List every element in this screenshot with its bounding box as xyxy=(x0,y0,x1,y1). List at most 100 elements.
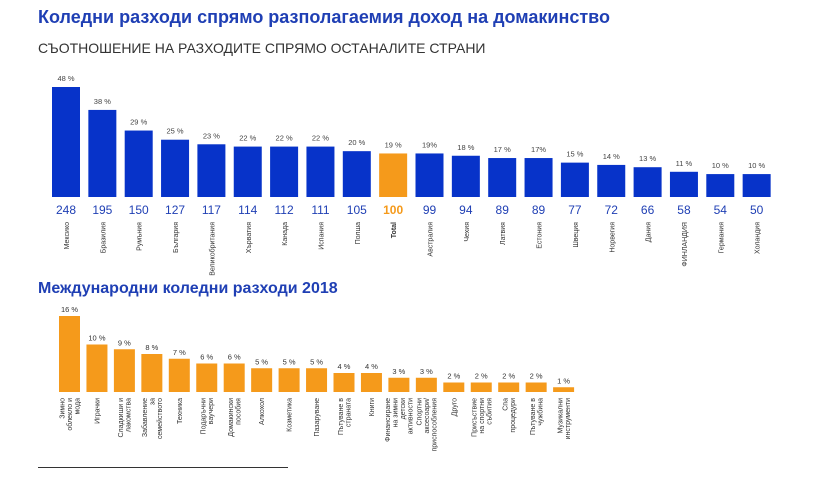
category-label: Зимнооблекло имода xyxy=(60,398,82,431)
category-label: Алкохол xyxy=(259,398,266,425)
category-label: Играчки xyxy=(94,398,101,424)
bar-15 xyxy=(560,162,589,197)
index-value-label: 66 xyxy=(641,203,655,217)
index-value-label: 58 xyxy=(677,203,691,217)
bar-16 xyxy=(470,382,492,392)
bar-18 xyxy=(669,171,698,197)
value-label: 4 % xyxy=(365,362,378,371)
bar-2 xyxy=(86,344,108,392)
value-label: 22 % xyxy=(276,134,293,143)
value-label: 10 % xyxy=(748,161,765,170)
bar-19 xyxy=(706,174,735,197)
category-label: ФИНЛАНДИЯ xyxy=(682,222,689,267)
bar-11 xyxy=(333,373,355,392)
svg-text:Алкохол: Алкохол xyxy=(259,398,266,425)
bar-7 xyxy=(270,146,299,197)
value-label: 13 % xyxy=(639,154,656,163)
category-label: Финансиранена зимнидетскиактивности xyxy=(385,398,415,442)
category-label: Полша xyxy=(355,222,362,244)
value-label: 2 % xyxy=(475,372,488,381)
svg-text:Козметика: Козметика xyxy=(287,398,294,432)
bar-14 xyxy=(524,158,553,197)
category-label: Естония xyxy=(537,222,544,249)
category-label: Пътуване встраната xyxy=(338,398,353,435)
category-label: Музикалниинструменти xyxy=(557,398,572,439)
value-label: 3 % xyxy=(420,367,433,376)
index-value-label: 54 xyxy=(714,203,728,217)
category-label: Total xyxy=(391,222,398,238)
value-label: 2 % xyxy=(530,372,543,381)
svg-text:Спапроцедури: Спапроцедури xyxy=(502,398,517,433)
category-label: Хърватия xyxy=(246,222,253,253)
category-label: Спортниаксесоари/приспособления xyxy=(416,398,438,452)
index-value-label: 150 xyxy=(129,203,149,217)
bar-3 xyxy=(113,349,135,392)
value-label: 17 % xyxy=(494,145,511,154)
bar-18 xyxy=(525,382,547,392)
value-label: 14 % xyxy=(603,152,620,161)
index-value-label: 94 xyxy=(459,203,473,217)
category-label: Забавлениезасемейството xyxy=(141,398,164,439)
bar-4 xyxy=(141,354,163,392)
category-label: Норвегия xyxy=(609,222,616,253)
value-label: 23 % xyxy=(203,131,220,140)
category-label: Австралия xyxy=(428,222,435,257)
value-label: 5 % xyxy=(255,357,268,366)
svg-text:Техника: Техника xyxy=(177,398,184,424)
category-label: Друго xyxy=(451,398,458,416)
value-label: 9 % xyxy=(118,338,131,347)
bar-15 xyxy=(443,382,465,392)
svg-text:Присъствиена спортнисъбития: Присъствиена спортнисъбития xyxy=(471,398,493,437)
category-label: Канада xyxy=(282,222,289,246)
value-label: 5 % xyxy=(283,357,296,366)
category-label: Пътуване вчужбина xyxy=(530,398,545,435)
value-label: 22 % xyxy=(239,134,256,143)
value-label: 48 % xyxy=(57,74,74,83)
svg-text:Пазаруване: Пазаруване xyxy=(314,398,321,437)
value-label: 15 % xyxy=(566,150,583,159)
index-value-label: 114 xyxy=(238,203,257,217)
value-label: 20 % xyxy=(348,138,365,147)
svg-text:Пътуване вчужбина: Пътуване вчужбина xyxy=(530,398,545,435)
svg-text:Финансиранена зимнидетскиактив: Финансиранена зимнидетскиактивности xyxy=(385,398,415,442)
value-label: 16 % xyxy=(61,305,78,314)
value-label: 6 % xyxy=(200,353,213,362)
value-label: 10 % xyxy=(88,334,105,343)
category-label: Мексико xyxy=(64,222,71,249)
value-label: 38 % xyxy=(94,97,111,106)
bar-11 xyxy=(415,153,444,197)
bar-3 xyxy=(124,130,153,197)
footer-divider xyxy=(38,467,288,468)
value-label: 4 % xyxy=(338,362,351,371)
value-label: 11 % xyxy=(676,159,693,168)
bar-8 xyxy=(251,368,273,392)
bar-17 xyxy=(633,167,662,197)
bar-13 xyxy=(488,158,517,197)
category-label: Германия xyxy=(718,222,725,254)
bar-6 xyxy=(233,146,262,197)
bar-1 xyxy=(59,316,80,392)
category-label: Чехия xyxy=(464,222,471,242)
bar-4 xyxy=(161,139,190,197)
category-label: Присъствиена спортнисъбития xyxy=(471,398,493,437)
svg-text:Сладкиши илакомства: Сладкиши илакомства xyxy=(118,398,132,438)
svg-text:Домакинскипособия: Домакинскипособия xyxy=(228,398,243,437)
bar-5 xyxy=(197,144,226,197)
category-label: Пазаруване xyxy=(314,398,321,437)
bar-12 xyxy=(360,373,382,392)
index-value-label: 89 xyxy=(496,203,510,217)
category-label: Холандия xyxy=(755,222,762,254)
bar-20 xyxy=(742,174,771,197)
category-label: Домакинскипособия xyxy=(228,398,243,437)
bar-7 xyxy=(223,363,245,392)
value-label: 22 % xyxy=(312,134,329,143)
category-label: Подаръчниваучери xyxy=(201,398,216,435)
category-label: Латвия xyxy=(500,222,507,245)
category-label: България xyxy=(173,222,180,253)
index-value-label: 72 xyxy=(605,203,619,217)
index-value-label: 105 xyxy=(347,203,367,217)
chart2-title: Международни коледни разходи 2018 xyxy=(38,280,338,297)
index-value-label: 195 xyxy=(92,203,112,217)
bar-19 xyxy=(553,387,575,392)
bar-13 xyxy=(388,377,410,392)
